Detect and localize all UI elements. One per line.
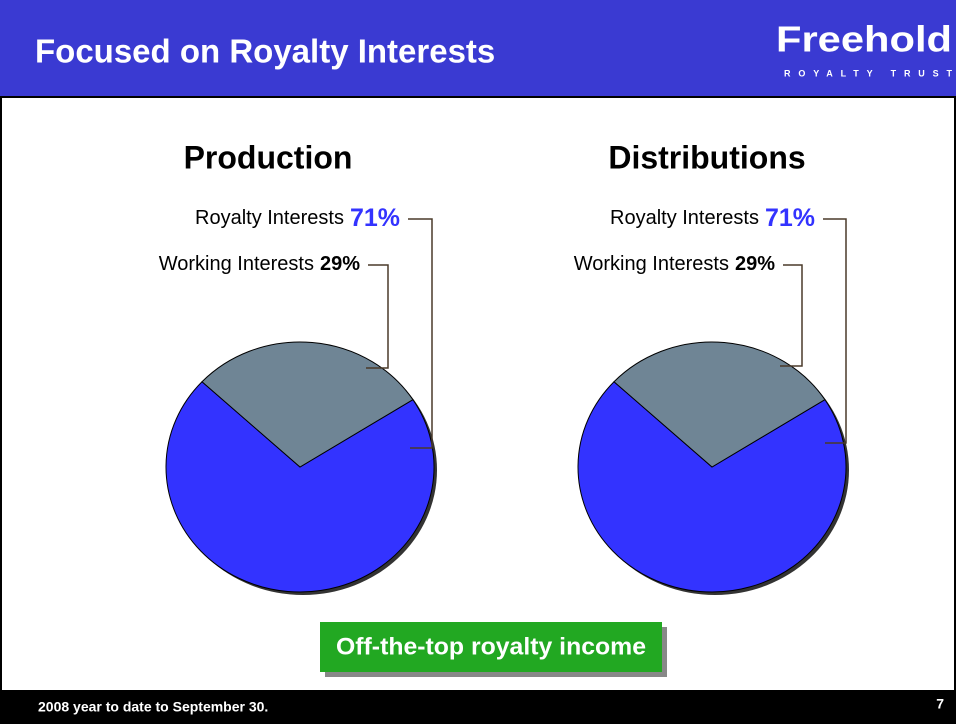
slice-name: Royalty Interests xyxy=(610,207,759,229)
leader-line xyxy=(408,218,433,449)
leader-line xyxy=(366,264,389,369)
page-number: 7 xyxy=(936,696,944,712)
chart-title: Distributions xyxy=(608,139,805,175)
pie-slice xyxy=(165,381,435,593)
pie-slice xyxy=(577,381,847,593)
leader-line xyxy=(780,264,803,367)
slice-name: Working Interests xyxy=(159,253,314,275)
pie-slice xyxy=(613,341,826,468)
slice-value: 71% xyxy=(350,204,400,232)
slice-value: 71% xyxy=(765,204,815,232)
pie-slice xyxy=(201,341,414,468)
footer-note: 2008 year to date to September 30. xyxy=(38,699,268,715)
slice-label: Royalty Interests 71% xyxy=(195,204,400,232)
slice-name: Working Interests xyxy=(574,253,729,275)
header-band xyxy=(0,0,956,97)
chart-title: Production xyxy=(184,139,353,175)
slice-label: Working Interests 29% xyxy=(159,253,360,275)
callout-text: Off-the-top royalty income xyxy=(336,633,646,660)
slice-value: 29% xyxy=(320,253,360,275)
slice-name: Royalty Interests xyxy=(195,207,344,229)
slice-label: Royalty Interests 71% xyxy=(610,204,815,232)
slice-label: Working Interests 29% xyxy=(574,253,775,275)
logo: Freehold xyxy=(776,19,952,60)
slide-title: Focused on Royalty Interests xyxy=(35,33,495,70)
slice-value: 29% xyxy=(735,253,775,275)
leader-line xyxy=(823,218,847,444)
footer-band xyxy=(0,690,956,724)
logo-sub: ROYALTY TRUST xyxy=(784,68,953,78)
callout-box xyxy=(320,622,662,672)
